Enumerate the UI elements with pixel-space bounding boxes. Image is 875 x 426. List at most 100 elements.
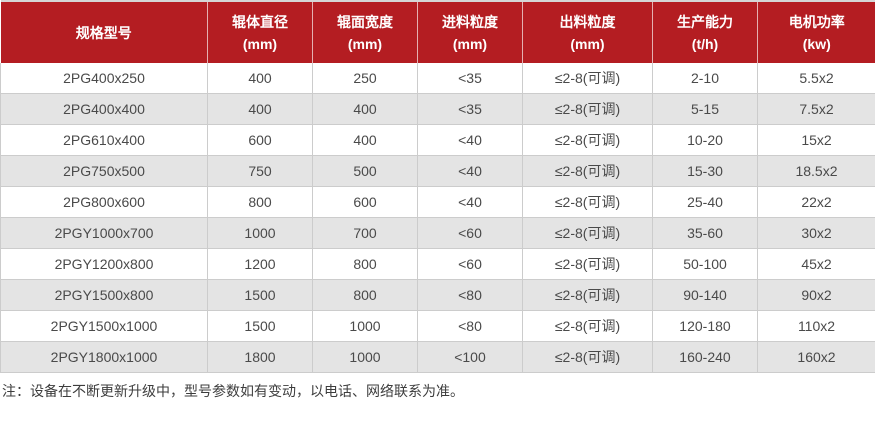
cell-roller-diameter: 1800 [207,341,313,373]
table-row: 2PGY1200x800 1200 800 <60 ≤2-8(可调) 50-10… [0,248,875,280]
col-header-title: 电机功率 [788,13,845,30]
spec-table-body: 2PG400x250 400 250 <35 ≤2-8(可调) 2-10 5.5… [0,63,875,373]
cell-motor-power: 30x2 [757,217,875,249]
col-header-capacity: 生产能力 (t/h) [652,1,758,63]
cell-feed-size: <40 [417,124,523,156]
col-header-unit: (t/h) [691,35,719,52]
cell-capacity: 35-60 [652,217,758,249]
col-header-unit: (mm) [347,35,383,52]
cell-model: 2PG610x400 [0,124,208,156]
cell-capacity: 5-15 [652,93,758,125]
footnote: 注：设备在不断更新升级中，型号参数如有变动，以电话、网络联系为准。 [2,383,464,399]
cell-capacity: 50-100 [652,248,758,280]
spec-table: 规格型号 辊体直径 (mm) 辊面宽度 (mm) 进料粒度 (mm) 出料粒度 [0,0,875,373]
cell-model: 2PG750x500 [0,155,208,187]
table-row: 2PGY1800x1000 1800 1000 <100 ≤2-8(可调) 16… [0,341,875,373]
header-row: 规格型号 辊体直径 (mm) 辊面宽度 (mm) 进料粒度 (mm) 出料粒度 [0,1,875,63]
cell-discharge-size: ≤2-8(可调) [522,186,653,218]
table-row: 2PG610x400 600 400 <40 ≤2-8(可调) 10-20 15… [0,124,875,156]
table-row: 2PG400x250 400 250 <35 ≤2-8(可调) 2-10 5.5… [0,63,875,94]
cell-model: 2PGY1000x700 [0,217,208,249]
cell-roller-diameter: 1200 [207,248,313,280]
cell-roller-diameter: 750 [207,155,313,187]
col-header-roller-width: 辊面宽度 (mm) [312,1,418,63]
cell-feed-size: <35 [417,63,523,94]
cell-feed-size: <60 [417,248,523,280]
cell-motor-power: 90x2 [757,279,875,311]
cell-feed-size: <40 [417,186,523,218]
cell-discharge-size: ≤2-8(可调) [522,279,653,311]
cell-motor-power: 15x2 [757,124,875,156]
cell-motor-power: 18.5x2 [757,155,875,187]
cell-feed-size: <35 [417,93,523,125]
col-header-roller-diameter: 辊体直径 (mm) [207,1,313,63]
cell-roller-width: 800 [312,279,418,311]
cell-model: 2PGY1200x800 [0,248,208,280]
col-header-unit: (mm) [452,35,488,52]
table-row: 2PG800x600 800 600 <40 ≤2-8(可调) 25-40 22… [0,186,875,218]
col-header-unit: (mm) [570,35,605,52]
cell-capacity: 15-30 [652,155,758,187]
cell-feed-size: <100 [417,341,523,373]
cell-motor-power: 22x2 [757,186,875,218]
cell-motor-power: 160x2 [757,341,875,373]
col-header-title: 辊体直径 [232,13,288,30]
cell-roller-width: 500 [312,155,418,187]
cell-roller-diameter: 1500 [207,279,313,311]
table-row: 2PGY1500x1000 1500 1000 <80 ≤2-8(可调) 120… [0,310,875,342]
col-header-feed-size: 进料粒度 (mm) [417,1,523,63]
cell-capacity: 120-180 [652,310,758,342]
cell-motor-power: 7.5x2 [757,93,875,125]
cell-model: 2PG400x250 [0,63,208,94]
cell-motor-power: 110x2 [757,310,875,342]
cell-motor-power: 45x2 [757,248,875,280]
cell-roller-width: 400 [312,124,418,156]
cell-model: 2PGY1500x800 [0,279,208,311]
cell-roller-diameter: 600 [207,124,313,156]
cell-discharge-size: ≤2-8(可调) [522,155,653,187]
cell-roller-width: 1000 [312,310,418,342]
col-header-title: 规格型号 [75,24,132,41]
spec-table-header: 规格型号 辊体直径 (mm) 辊面宽度 (mm) 进料粒度 (mm) 出料粒度 [0,1,875,63]
col-header-model: 规格型号 [0,1,208,63]
cell-capacity: 2-10 [652,63,758,94]
cell-roller-width: 400 [312,93,418,125]
cell-capacity: 90-140 [652,279,758,311]
col-header-unit: (mm) [242,35,278,52]
cell-roller-width: 800 [312,248,418,280]
col-header-unit: (kw) [802,35,831,52]
col-header-title: 生产能力 [677,13,733,30]
cell-roller-diameter: 400 [207,93,313,125]
col-header-title: 出料粒度 [559,13,616,30]
cell-discharge-size: ≤2-8(可调) [522,248,653,280]
cell-discharge-size: ≤2-8(可调) [522,63,653,94]
cell-roller-width: 700 [312,217,418,249]
cell-feed-size: <80 [417,279,523,311]
cell-discharge-size: ≤2-8(可调) [522,217,653,249]
col-header-title: 进料粒度 [442,13,498,30]
cell-capacity: 25-40 [652,186,758,218]
table-row: 2PGY1000x700 1000 700 <60 ≤2-8(可调) 35-60… [0,217,875,249]
table-row: 2PG400x400 400 400 <35 ≤2-8(可调) 5-15 7.5… [0,93,875,125]
cell-model: 2PGY1500x1000 [0,310,208,342]
cell-capacity: 10-20 [652,124,758,156]
cell-roller-width: 250 [312,63,418,94]
col-header-title: 辊面宽度 [337,13,393,30]
cell-model: 2PG800x600 [0,186,208,218]
cell-feed-size: <40 [417,155,523,187]
cell-feed-size: <80 [417,310,523,342]
col-header-motor-power: 电机功率 (kw) [757,1,875,63]
cell-roller-diameter: 1500 [207,310,313,342]
cell-model: 2PGY1800x1000 [0,341,208,373]
cell-roller-width: 600 [312,186,418,218]
cell-roller-diameter: 1000 [207,217,313,249]
cell-discharge-size: ≤2-8(可调) [522,93,653,125]
cell-roller-diameter: 400 [207,63,313,94]
table-row: 2PGY1500x800 1500 800 <80 ≤2-8(可调) 90-14… [0,279,875,311]
cell-motor-power: 5.5x2 [757,63,875,94]
cell-roller-width: 1000 [312,341,418,373]
cell-discharge-size: ≤2-8(可调) [522,124,653,156]
table-row: 2PG750x500 750 500 <40 ≤2-8(可调) 15-30 18… [0,155,875,187]
cell-model: 2PG400x400 [0,93,208,125]
